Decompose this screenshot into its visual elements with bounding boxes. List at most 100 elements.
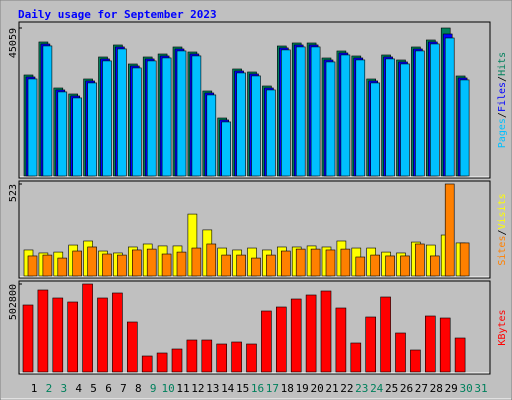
bar	[429, 255, 440, 277]
bar	[355, 59, 366, 177]
bar	[266, 254, 276, 277]
bar	[146, 248, 157, 277]
bar	[102, 253, 112, 277]
bar	[370, 254, 381, 277]
legend-separator: /	[497, 112, 508, 118]
bar	[266, 89, 276, 177]
bar	[350, 342, 362, 373]
bar	[22, 304, 34, 373]
bar	[52, 297, 64, 373]
bar	[305, 294, 317, 373]
legend-entry: Files	[497, 82, 508, 112]
bar	[325, 249, 336, 277]
y-tick-label: 45059	[8, 28, 19, 58]
x-tick-label: 29	[445, 382, 458, 395]
x-tick-label: 16	[251, 382, 264, 395]
x-tick-label: 18	[281, 382, 294, 395]
x-tick-label: 27	[415, 382, 428, 395]
bar	[176, 251, 187, 277]
x-tick-label: 14	[221, 382, 235, 395]
bar	[82, 283, 93, 373]
bar	[156, 352, 168, 373]
x-tick-label: 11	[176, 382, 189, 395]
bar	[206, 94, 217, 177]
bar	[355, 256, 366, 277]
bar	[72, 97, 82, 177]
bar	[37, 289, 49, 373]
bar	[87, 246, 97, 277]
legend-entry: Hits	[497, 52, 508, 76]
x-tick-label: 24	[370, 382, 384, 395]
bar	[251, 257, 261, 277]
bar	[236, 254, 246, 277]
bar	[415, 50, 425, 177]
bar	[236, 72, 246, 177]
bar	[67, 301, 78, 373]
bar	[171, 348, 183, 373]
bar	[87, 82, 97, 177]
bar	[206, 243, 217, 277]
x-tick-label: 26	[400, 382, 413, 395]
x-tick-label: 10	[161, 382, 174, 395]
bar	[57, 91, 68, 177]
bar	[325, 61, 336, 177]
bar	[424, 315, 436, 373]
bar	[246, 343, 257, 373]
bar	[97, 297, 108, 373]
legend-entry: KBytes	[497, 309, 508, 345]
x-tick-label: 1	[31, 382, 38, 395]
bar	[191, 247, 202, 277]
bar	[132, 67, 142, 177]
bar	[400, 255, 410, 277]
x-tick-label: 5	[90, 382, 97, 395]
bar	[415, 243, 425, 277]
legend: Pages/Files/Hits	[497, 52, 508, 148]
bar	[27, 78, 38, 177]
x-tick-label: 9	[150, 382, 157, 395]
x-tick-label: 25	[385, 382, 398, 395]
legend-entry: Pages	[497, 118, 508, 148]
bar	[176, 50, 187, 177]
x-tick-label: 4	[75, 382, 82, 395]
y-tick-label: 523	[8, 184, 19, 202]
bar	[186, 339, 198, 373]
bar	[295, 248, 306, 277]
x-tick-label: 21	[325, 382, 338, 395]
x-tick-label: 22	[340, 382, 353, 395]
bar	[410, 349, 421, 373]
bar	[290, 298, 302, 373]
x-tick-label: 17	[266, 382, 279, 395]
bar	[444, 37, 455, 177]
bar	[117, 48, 127, 177]
x-tick-label: 8	[135, 382, 142, 395]
bar	[42, 254, 53, 277]
chart-title: Daily usage for September 2023	[18, 8, 217, 21]
x-tick-label: 30	[459, 382, 472, 395]
x-tick-label: 23	[355, 382, 368, 395]
bar	[459, 79, 470, 177]
bar	[221, 121, 231, 177]
bar	[161, 253, 172, 277]
bar	[385, 58, 395, 177]
x-tick-label: 28	[430, 382, 443, 395]
bar	[380, 296, 391, 373]
bar	[216, 343, 227, 373]
bar	[340, 248, 351, 277]
bar	[295, 46, 306, 177]
legend-entry: Sites	[497, 236, 508, 266]
bar	[27, 255, 38, 277]
bar	[400, 63, 410, 177]
bar	[444, 183, 455, 277]
bar	[280, 49, 291, 177]
y-tick-label: 502800	[8, 284, 19, 320]
x-tick-label: 15	[236, 382, 249, 395]
bar	[141, 355, 153, 373]
bar	[132, 249, 142, 277]
bar	[112, 292, 123, 373]
bar	[201, 339, 213, 373]
bar	[261, 310, 272, 373]
bar	[365, 316, 377, 373]
bar	[251, 75, 261, 177]
x-tick-label: 12	[191, 382, 204, 395]
